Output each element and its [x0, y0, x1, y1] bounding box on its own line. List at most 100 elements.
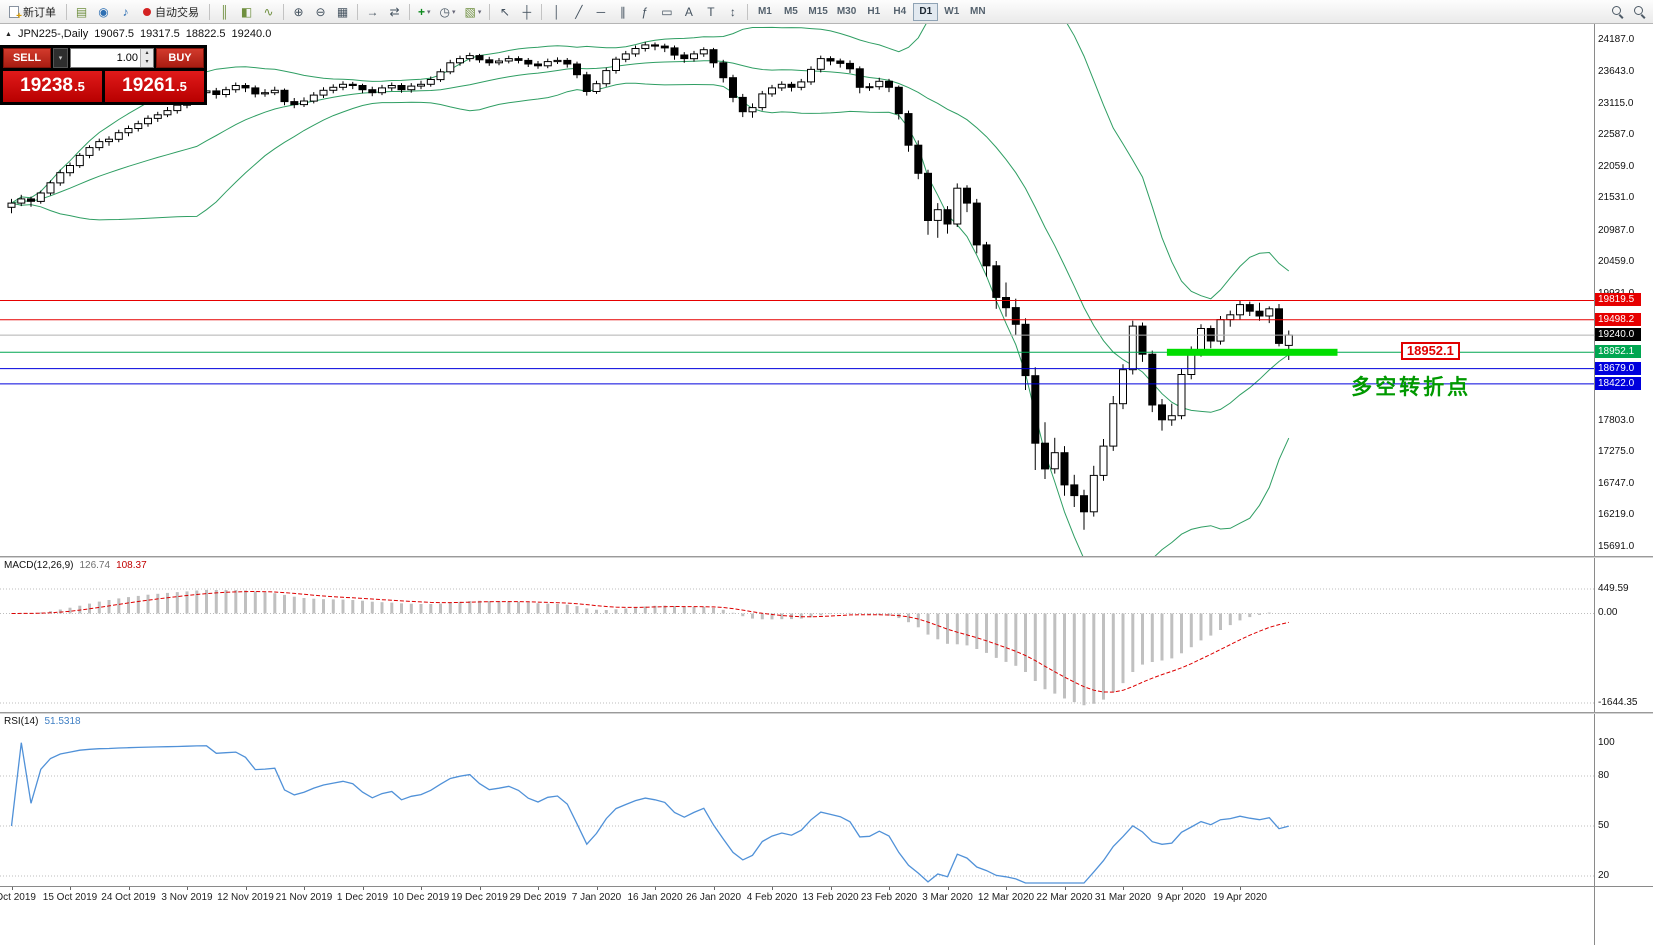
- search-icon[interactable]: [1607, 2, 1628, 22]
- timeframe-m15[interactable]: M15: [804, 3, 831, 21]
- price-tick-label: 23115.0: [1598, 97, 1634, 109]
- macd-tick-label: -1644.35: [1598, 697, 1638, 708]
- price-scale[interactable]: 24187.0 23643.0 23115.0 22587.0 22059.0 21531…: [1595, 24, 1652, 556]
- rsi-tick-label: 20: [1598, 870, 1610, 881]
- date-label: 1 Dec 2019: [336, 892, 389, 903]
- sound-icon[interactable]: ♪: [115, 2, 136, 22]
- price-level-badge: 19498.2: [1595, 312, 1641, 326]
- candlestick-chart-icon[interactable]: ◧: [236, 2, 257, 22]
- ohlc-open: 19067.5: [94, 28, 135, 40]
- buy-price-button[interactable]: 19261.5: [105, 71, 204, 102]
- price-tick-label: 20987.0: [1598, 224, 1635, 236]
- date-label: 12 Mar 2020: [977, 892, 1035, 903]
- toolbar-separator: [283, 3, 284, 20]
- date-tick: [479, 887, 481, 890]
- volume-input[interactable]: [71, 49, 140, 67]
- one-click-trading-panel: SELL ▾ ▴ ▾ BUY 19238.5: [0, 45, 207, 105]
- cursor-icon[interactable]: ↖: [494, 2, 515, 22]
- date-tick: [11, 887, 13, 890]
- chart-annotation-text: 多空转折点: [1351, 376, 1472, 400]
- sell-button[interactable]: SELL: [3, 48, 51, 68]
- date-label: 3 Mar 2020: [922, 892, 973, 903]
- date-label: 15 Oct 2019: [42, 892, 98, 903]
- shapes-icon[interactable]: ▭: [656, 2, 677, 22]
- date-label: 8 Oct 2019: [0, 892, 36, 903]
- rsi-canvas[interactable]: [0, 714, 1595, 886]
- fibonacci-icon[interactable]: ƒ: [634, 2, 655, 22]
- text-label-icon[interactable]: T: [700, 2, 721, 22]
- date-label: 4 Feb 2020: [746, 892, 798, 903]
- date-tick: [655, 887, 656, 890]
- date-tick: [245, 887, 247, 890]
- periods-button[interactable]: ◷ ▾: [436, 2, 460, 22]
- timeframe-w1[interactable]: W1: [939, 3, 964, 21]
- auto-scroll-icon[interactable]: →: [362, 2, 383, 22]
- date-tick: [1006, 887, 1007, 890]
- templates-button[interactable]: ▧ ▾: [461, 2, 486, 22]
- new-order-button[interactable]: + 新订单: [3, 2, 62, 22]
- arrows-icon[interactable]: ↕: [722, 2, 743, 22]
- date-tick: [1064, 887, 1066, 890]
- rsi-panel[interactable]: RSI(14) 51.5318: [0, 714, 1595, 886]
- volume-up-button[interactable]: ▴: [141, 49, 153, 58]
- symbol-period-label: JPN225-,Daily: [17, 28, 89, 40]
- timeframe-h4[interactable]: H4: [887, 3, 912, 21]
- buy-button[interactable]: BUY: [156, 48, 204, 68]
- horizontal-line-icon[interactable]: ─: [590, 2, 611, 22]
- bar-chart-icon[interactable]: ║: [214, 2, 235, 22]
- timeframe-h1[interactable]: H1: [861, 3, 886, 21]
- panel-splitter[interactable]: [0, 712, 1653, 714]
- date-label: 7 Jan 2020: [571, 892, 622, 903]
- toolbar-separator: [66, 3, 67, 20]
- sell-price-button[interactable]: 19238.5: [3, 71, 102, 102]
- date-tick: [187, 887, 188, 890]
- market-watch-icon[interactable]: ▤: [71, 2, 92, 22]
- volume-down-button[interactable]: ▾: [141, 58, 153, 67]
- line-chart-icon[interactable]: ∿: [258, 2, 279, 22]
- price-level-badge: 19819.5: [1595, 293, 1641, 307]
- crosshair-icon[interactable]: ┼: [516, 2, 537, 22]
- date-tick: [1240, 887, 1241, 890]
- timeframe-m5[interactable]: M5: [778, 3, 803, 21]
- autotrading-button[interactable]: 自动交易: [137, 2, 205, 22]
- rsi-scale[interactable]: 100 80 50 20: [1595, 714, 1652, 886]
- price-level-badge: 18952.1: [1595, 345, 1641, 359]
- community-icon[interactable]: ◉: [93, 2, 114, 22]
- vertical-line-icon[interactable]: │: [546, 2, 567, 22]
- ohlc-close: 19240.0: [231, 28, 272, 40]
- main-chart-area[interactable]: ▲ JPN225-,Daily 19067.5 19317.5 18822.5 …: [0, 24, 1595, 556]
- timeframe-d1[interactable]: D1: [913, 2, 939, 21]
- toolbar-separator: [747, 3, 749, 20]
- indicators-button[interactable]: + ▾: [414, 2, 435, 22]
- macd-signal-value: 108.37: [116, 560, 147, 571]
- zoom-out-icon[interactable]: ⊖: [310, 2, 331, 22]
- price-tick-label: 16747.0: [1598, 477, 1635, 489]
- date-tick: [304, 887, 305, 890]
- date-label: 9 Apr 2020: [1157, 892, 1206, 903]
- toolbar-separator: [489, 3, 491, 20]
- zoom-tool-icon[interactable]: [1629, 2, 1650, 22]
- chevron-down-icon: ▾: [427, 8, 431, 16]
- date-tick: [538, 887, 539, 890]
- timeframe-m30[interactable]: M30: [833, 3, 860, 21]
- rsi-tick-label: 80: [1598, 769, 1610, 781]
- macd-panel[interactable]: MACD(12,26,9) 126.74 108.37: [0, 558, 1595, 712]
- macd-scale[interactable]: 449.59 0.00 -1644.35: [1595, 558, 1652, 712]
- timeframe-m1[interactable]: M1: [752, 3, 777, 21]
- tile-windows-icon[interactable]: ▦: [332, 2, 353, 22]
- chart-shift-icon[interactable]: ⇄: [384, 2, 405, 22]
- macd-canvas[interactable]: [0, 558, 1595, 712]
- panel-splitter[interactable]: [0, 556, 1653, 558]
- timeframe-mn[interactable]: MN: [965, 3, 990, 21]
- volume-dropdown[interactable]: ▾: [53, 48, 68, 68]
- text-icon[interactable]: A: [678, 2, 699, 22]
- channel-icon[interactable]: ∥: [612, 2, 633, 22]
- zoom-in-icon[interactable]: ⊕: [288, 2, 309, 22]
- rsi-tick-label: 100: [1598, 736, 1615, 748]
- price-tick-label: 17275.0: [1598, 446, 1635, 458]
- trendline-icon[interactable]: ╱: [568, 2, 589, 22]
- main-chart-canvas[interactable]: [0, 24, 1595, 556]
